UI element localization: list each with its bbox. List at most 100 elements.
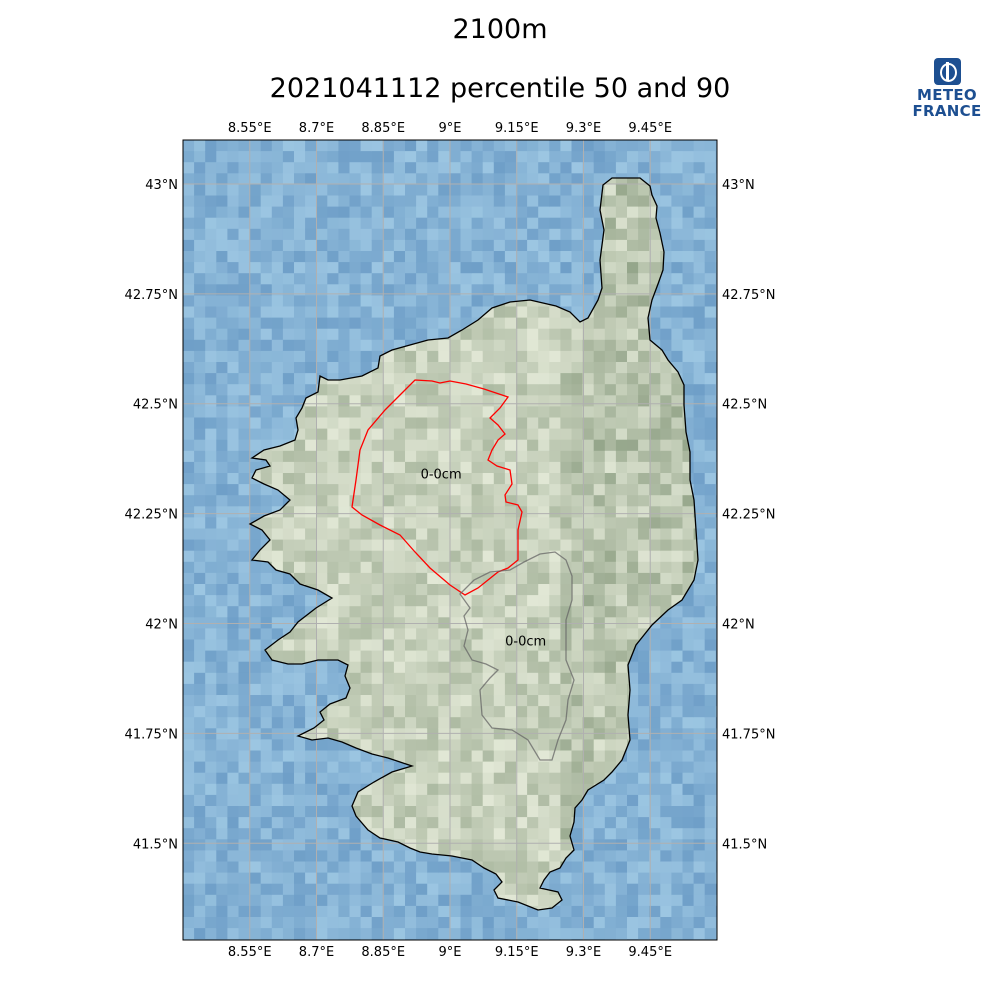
sea-pixel <box>471 295 484 308</box>
sea-pixel <box>693 528 706 541</box>
sea-pixel <box>693 806 706 818</box>
sea-pixel <box>183 839 195 851</box>
sea-pixel <box>305 584 317 596</box>
sea-pixel <box>549 273 561 285</box>
land-pixel <box>316 584 328 596</box>
sea-pixel <box>183 717 195 729</box>
sea-pixel <box>638 761 650 774</box>
sea-pixel <box>693 539 706 552</box>
land-pixel <box>327 528 339 541</box>
sea-pixel <box>316 695 328 707</box>
sea-pixel <box>704 217 717 230</box>
land-pixel <box>471 761 484 774</box>
sea-pixel <box>294 894 306 907</box>
sea-pixel <box>227 794 240 807</box>
land-pixel <box>349 639 362 652</box>
sea-pixel <box>704 639 717 652</box>
sea-pixel <box>638 850 650 863</box>
sea-pixel <box>649 783 661 796</box>
sea-pixel <box>249 872 262 885</box>
sea-pixel <box>305 917 317 929</box>
land-pixel <box>405 639 417 652</box>
land-pixel <box>449 672 462 685</box>
land-pixel <box>427 639 439 652</box>
land-pixel <box>438 728 450 740</box>
land-pixel <box>271 506 284 518</box>
sea-pixel <box>227 228 240 241</box>
sea-pixel <box>305 894 317 907</box>
land-pixel <box>471 739 484 752</box>
land-pixel <box>416 739 428 752</box>
sea-pixel <box>438 928 450 940</box>
sea-pixel <box>693 728 706 740</box>
sea-pixel <box>627 672 639 685</box>
land-pixel <box>449 584 462 596</box>
sea-pixel <box>205 683 217 696</box>
land-pixel <box>371 595 384 607</box>
sea-pixel <box>249 251 262 263</box>
land-pixel <box>438 794 450 807</box>
sea-pixel <box>549 228 561 241</box>
sea-pixel <box>194 772 206 785</box>
sea-pixel <box>615 883 628 896</box>
sea-pixel <box>205 450 217 463</box>
sea-pixel <box>205 772 217 785</box>
sea-pixel <box>715 550 717 563</box>
sea-pixel <box>282 162 295 174</box>
sea-pixel <box>405 894 417 907</box>
sea-pixel <box>460 284 473 296</box>
sea-pixel <box>216 806 228 818</box>
sea-pixel <box>271 717 284 729</box>
land-pixel <box>338 539 351 552</box>
land-pixel <box>438 550 450 563</box>
land-pixel <box>471 561 484 574</box>
sea-pixel <box>560 262 573 274</box>
sea-pixel <box>627 905 639 918</box>
sea-pixel <box>260 373 273 385</box>
land-pixel <box>305 495 317 507</box>
land-pixel <box>416 661 428 674</box>
sea-pixel <box>349 350 362 363</box>
sea-pixel <box>671 772 684 785</box>
sea-pixel <box>205 817 217 829</box>
sea-pixel <box>371 295 384 308</box>
sea-pixel <box>560 861 573 874</box>
sea-pixel <box>305 251 317 263</box>
sea-pixel <box>205 883 217 896</box>
sea-pixel <box>482 228 495 241</box>
sea-pixel <box>704 184 717 197</box>
sea-pixel <box>316 850 328 863</box>
sea-pixel <box>638 817 650 829</box>
sea-pixel <box>693 672 706 685</box>
sea-pixel <box>482 151 495 163</box>
sea-pixel <box>582 861 595 874</box>
land-pixel <box>316 473 328 485</box>
sea-pixel <box>671 806 684 818</box>
sea-pixel <box>638 750 650 763</box>
sea-pixel <box>216 239 228 252</box>
sea-pixel <box>549 872 561 885</box>
land-pixel <box>460 406 473 419</box>
sea-pixel <box>593 162 606 174</box>
sea-pixel <box>238 706 251 718</box>
sea-pixel <box>582 872 595 885</box>
sea-pixel <box>638 772 650 785</box>
sea-pixel <box>393 262 406 274</box>
sea-pixel <box>638 739 650 752</box>
land-pixel <box>438 772 450 785</box>
sea-pixel <box>349 195 362 208</box>
land-pixel <box>393 517 406 530</box>
sea-pixel <box>649 928 661 940</box>
sea-pixel <box>649 306 661 319</box>
sea-pixel <box>671 639 684 652</box>
sea-pixel <box>438 140 450 152</box>
sea-pixel <box>271 439 284 452</box>
sea-pixel <box>393 239 406 252</box>
land-pixel <box>393 717 406 729</box>
sea-pixel <box>393 339 406 352</box>
sea-pixel <box>271 905 284 918</box>
land-pixel <box>382 406 395 419</box>
land-pixel <box>338 595 351 607</box>
sea-pixel <box>238 561 251 574</box>
sea-pixel <box>715 828 717 840</box>
